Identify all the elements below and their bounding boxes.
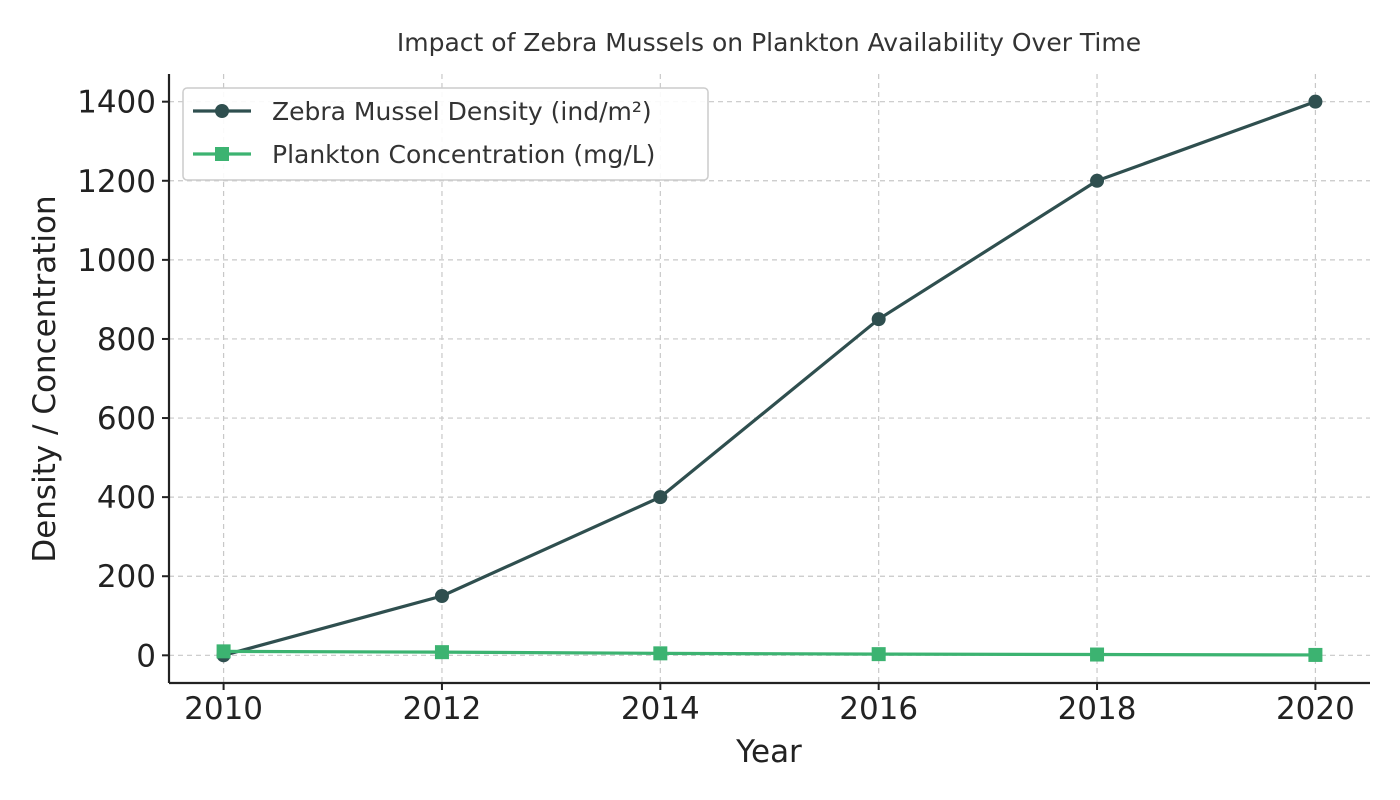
legend-box — [182, 87, 709, 181]
x-axis-label: Year — [735, 734, 802, 770]
data-point — [871, 312, 886, 327]
y-tick-label: 1400 — [77, 85, 156, 121]
series-2 — [216, 644, 1323, 662]
data-point — [216, 644, 231, 659]
x-tick-label: 2016 — [839, 691, 918, 727]
y-tick-label: 1200 — [77, 164, 156, 200]
y-tick-label: 400 — [97, 480, 156, 516]
y-tick-label: 200 — [97, 559, 156, 595]
series-1 — [216, 94, 1323, 663]
data-point — [434, 589, 449, 603]
data-point — [1090, 647, 1105, 662]
legend-item: Plankton Concentration (mg/L) — [193, 140, 655, 169]
series-layer — [216, 94, 1323, 663]
y-tick-label: 1000 — [77, 243, 156, 279]
y-tick-label: 800 — [97, 322, 156, 358]
data-point — [653, 646, 668, 661]
y-tick-label: 0 — [136, 638, 156, 674]
legend-label: Plankton Concentration (mg/L) — [272, 140, 655, 169]
data-point — [1308, 647, 1323, 662]
data-point — [1090, 173, 1105, 188]
y-tick-label: 600 — [97, 401, 156, 437]
series-line — [223, 649, 1316, 657]
legend-label: Zebra Mussel Density (ind/m²) — [272, 97, 652, 126]
legend-marker — [215, 104, 229, 118]
x-tick-label: 2010 — [184, 691, 263, 727]
data-point — [871, 647, 886, 662]
legend-marker — [215, 147, 229, 161]
legend: Zebra Mussel Density (ind/m²) Plankton Co… — [182, 87, 709, 181]
data-point — [434, 645, 449, 660]
x-tick-label: 2018 — [1058, 691, 1137, 727]
series-line — [223, 100, 1316, 657]
x-tick-label: 2014 — [621, 691, 700, 727]
legend-item: Zebra Mussel Density (ind/m²) — [193, 97, 652, 126]
axes — [167, 74, 1370, 685]
ticks: 2010 2012 2014 2016 2018 2020 0 200 400 600 800 100… — [77, 85, 1355, 727]
y-axis-label: Density / Concentration — [27, 195, 63, 562]
data-point — [1308, 94, 1323, 109]
chart-title: Impact of Zebra Mussels on Plankton Avai… — [397, 28, 1141, 57]
x-tick-label: 2012 — [403, 691, 482, 727]
data-point — [653, 490, 668, 505]
x-tick-label: 2020 — [1276, 691, 1355, 727]
